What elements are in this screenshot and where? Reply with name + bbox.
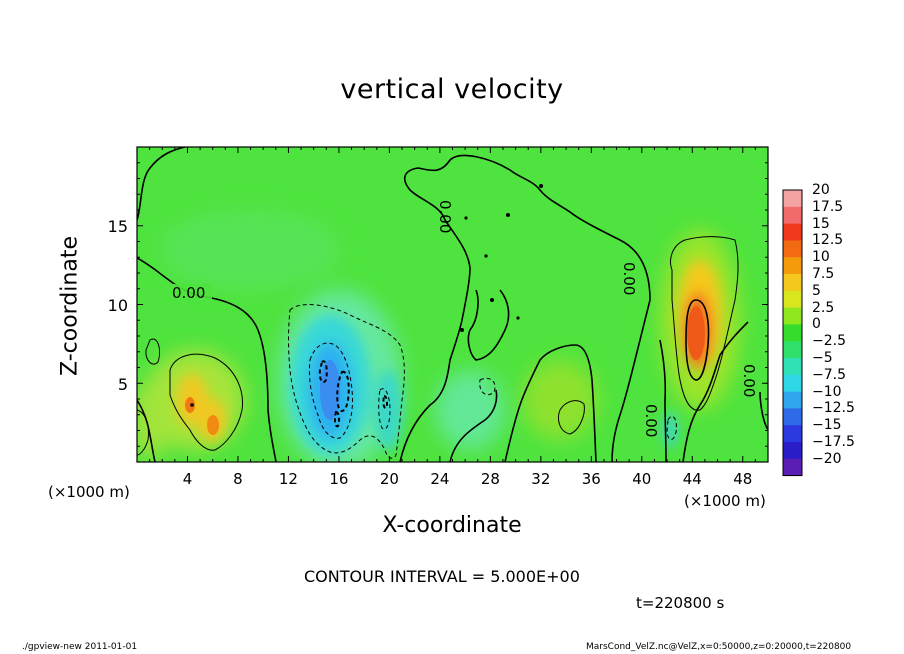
chart-title: vertical velocity: [340, 74, 564, 105]
y-axis-label: Z-coordinate: [57, 236, 83, 376]
colorbar-label: 5: [812, 282, 821, 299]
colorbar-label: 15: [812, 215, 830, 232]
heatmap-field: [137, 147, 768, 462]
contour-interval-text: CONTOUR INTERVAL = 5.000E+00: [304, 567, 580, 586]
colorbar: [782, 189, 803, 477]
colorbar-label: 0: [812, 316, 821, 333]
colorbar-frame: [782, 189, 803, 477]
colorbar-swatch: [783, 358, 802, 376]
x-unit-label: (×1000 m): [684, 492, 766, 510]
colorbar-swatch: [783, 274, 802, 292]
colorbar-label: −10: [812, 383, 842, 400]
colorbar-label: −12.5: [812, 400, 855, 417]
time-label: t=220800 s: [636, 594, 725, 612]
contour-label: 0.00: [172, 284, 205, 302]
y-tick-label: 15: [107, 217, 128, 236]
colorbar-swatch: [783, 290, 802, 308]
colorbar-swatch: [783, 257, 802, 275]
colorbar-label: 10: [812, 249, 830, 266]
colorbar-label: 2.5: [812, 299, 835, 316]
y-tick-label: 5: [117, 375, 128, 394]
colorbar-label: −17.5: [812, 434, 855, 450]
x-axis-label: X-coordinate: [382, 513, 522, 538]
source-footer: MarsCond_VelZ.nc@VelZ,x=0:50000,z=0:2000…: [586, 642, 852, 652]
colorbar-label: 17.5: [812, 198, 844, 215]
colorbar-label: 12.5: [812, 232, 844, 249]
colorbar-label: −7.5: [812, 366, 846, 383]
colorbar-swatch: [783, 240, 802, 258]
colorbar-label: −2.5: [812, 333, 846, 350]
colorbar-swatch: [783, 442, 802, 460]
x-tick-label: 20: [379, 470, 399, 488]
x-tick-label: 28: [480, 470, 500, 488]
colorbar-swatch: [783, 425, 802, 443]
x-tick-label: 16: [329, 470, 349, 488]
program-footer: ./gpview-new 2011-01-01: [22, 642, 138, 652]
colorbar-swatch: [783, 324, 802, 342]
colorbar-swatch: [783, 223, 802, 241]
colorbar-label: −15: [812, 417, 842, 434]
colorbar-swatch: [783, 341, 802, 359]
colorbar-label: 7.5: [812, 266, 835, 282]
y-tick-label: 10: [107, 296, 128, 315]
x-unit-label: (×1000 m): [48, 483, 130, 501]
x-tick-label: 24: [430, 470, 450, 488]
colorbar-swatch: [783, 307, 802, 325]
x-tick-label: 36: [581, 470, 601, 488]
colorbar-swatch: [783, 374, 802, 392]
x-tick-label: 32: [531, 470, 551, 488]
colorbar-swatch: [783, 391, 802, 409]
colorbar-swatch: [783, 206, 802, 224]
colorbar-label: −20: [812, 450, 842, 467]
contour-label: 0.00: [642, 404, 660, 437]
contour-label: 0.00: [740, 364, 758, 397]
x-tick-label: 44: [682, 470, 702, 488]
colorbar-swatch: [783, 408, 802, 426]
x-tick-label: 48: [733, 470, 753, 488]
x-tick-label: 8: [233, 470, 243, 488]
contour-label: 0.00: [620, 262, 638, 295]
colorbar-label: −5: [812, 350, 833, 366]
colorbar-swatch: [783, 458, 802, 476]
x-tick-label: 12: [278, 470, 298, 488]
colorbar-swatch: [783, 190, 802, 208]
x-tick-label: 4: [182, 470, 193, 488]
contour-label: 0.00: [436, 200, 454, 233]
colorbar-label: 20: [812, 182, 830, 198]
x-tick-label: 40: [632, 470, 652, 488]
